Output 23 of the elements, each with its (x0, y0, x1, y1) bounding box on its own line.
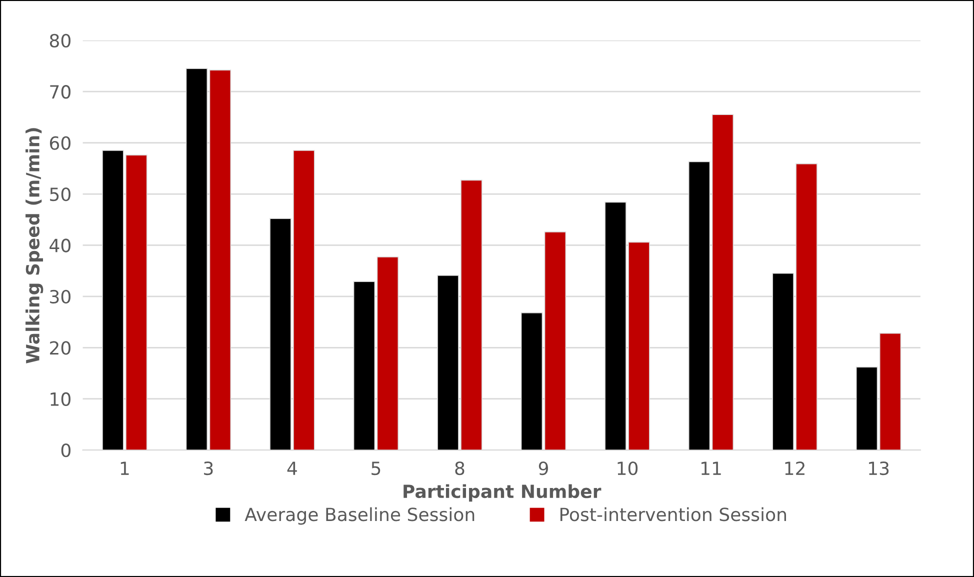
x-tick-label: 5 (372, 462, 380, 476)
y-tick-label: 10 (50, 392, 70, 406)
y-tick-label: 70 (50, 85, 70, 99)
y-tick-label: 80 (50, 34, 70, 48)
x-tick-label: 3 (204, 461, 213, 476)
x-tick-label: 8 (455, 461, 464, 476)
y-tick-label: 50 (50, 187, 70, 202)
y-tick-label: 40 (50, 238, 70, 252)
x-tick-label: 12 (785, 461, 804, 475)
legend-label: Post-intervention Session (560, 507, 786, 522)
x-tick-label: 13 (869, 461, 889, 476)
y-tick-label: 30 (50, 290, 70, 304)
x-tick-label: 11 (702, 462, 721, 475)
x-axis-title: Participant Number (404, 484, 602, 502)
x-tick-label: 10 (618, 461, 638, 476)
y-tick-label: 0 (61, 444, 70, 458)
x-tick-label: 9 (538, 461, 548, 476)
x-tick-label: 1 (120, 462, 129, 475)
y-axis-title: Walking Speed (m/min) (26, 128, 44, 364)
y-tick-label: 20 (50, 341, 70, 355)
x-tick-label: 4 (287, 462, 297, 475)
legend-label: Average Baseline Session (244, 507, 474, 525)
y-tick-label: 60 (50, 136, 70, 150)
